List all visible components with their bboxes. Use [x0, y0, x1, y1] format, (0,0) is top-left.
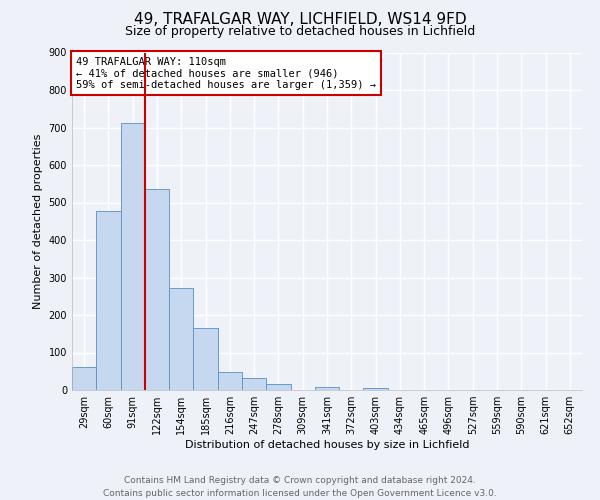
Bar	[266, 384, 290, 390]
Bar	[121, 122, 145, 390]
Bar	[72, 367, 96, 390]
Bar	[96, 211, 121, 390]
Bar	[218, 372, 242, 390]
Text: 49, TRAFALGAR WAY, LICHFIELD, WS14 9FD: 49, TRAFALGAR WAY, LICHFIELD, WS14 9FD	[134, 12, 466, 28]
X-axis label: Distribution of detached houses by size in Lichfield: Distribution of detached houses by size …	[185, 440, 469, 450]
Text: Size of property relative to detached houses in Lichfield: Size of property relative to detached ho…	[125, 25, 475, 38]
Bar	[193, 328, 218, 390]
Bar	[315, 387, 339, 390]
Y-axis label: Number of detached properties: Number of detached properties	[33, 134, 43, 309]
Text: Contains HM Land Registry data © Crown copyright and database right 2024.
Contai: Contains HM Land Registry data © Crown c…	[103, 476, 497, 498]
Text: 49 TRAFALGAR WAY: 110sqm
← 41% of detached houses are smaller (946)
59% of semi-: 49 TRAFALGAR WAY: 110sqm ← 41% of detach…	[76, 56, 376, 90]
Bar	[364, 388, 388, 390]
Bar	[145, 188, 169, 390]
Bar	[242, 378, 266, 390]
Bar	[169, 288, 193, 390]
